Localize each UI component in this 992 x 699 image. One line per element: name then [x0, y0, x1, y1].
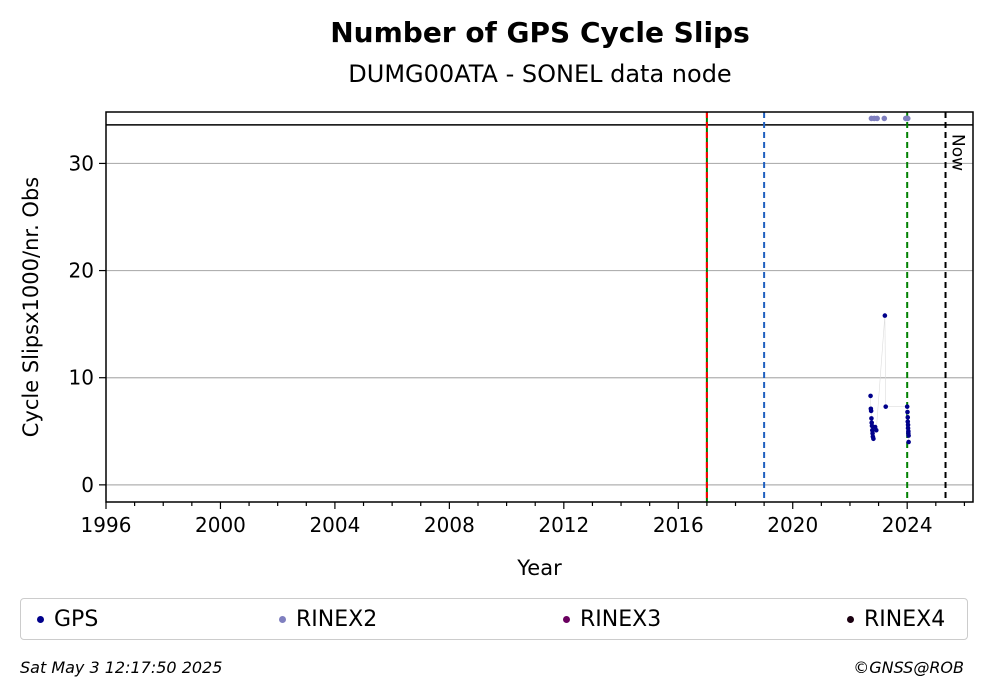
- data-point-rinex2: [881, 115, 888, 122]
- x-tick-label: 2004: [309, 513, 360, 537]
- x-tick-label: 1996: [81, 513, 132, 537]
- legend-item-rinex4: RINEX4: [847, 607, 945, 632]
- footer-copyright: ©GNSS@ROB: [853, 658, 964, 677]
- y-tick-label: 20: [69, 259, 94, 283]
- data-point-gps: [905, 422, 911, 428]
- plot-frame: [105, 111, 974, 503]
- y-axis-label: Cycle Slipsx1000/nr. Obs: [19, 177, 43, 437]
- legend-label-gps: GPS: [54, 607, 99, 632]
- data-point-gps: [869, 416, 874, 421]
- legend-label-rinex3: RINEX3: [580, 607, 662, 632]
- x-axis-label: Year: [516, 556, 562, 580]
- legend-marker-gps: [37, 616, 44, 623]
- data-point-gps: [906, 439, 911, 445]
- data-point-gps: [882, 313, 888, 318]
- legend-marker-rinex2: [279, 616, 286, 623]
- data-point-gps: [905, 415, 911, 420]
- data-point-gps: [871, 436, 876, 442]
- x-tick-label: 2020: [767, 513, 818, 537]
- gps-connector-line: [870, 315, 909, 442]
- legend-item-rinex3: RINEX3: [563, 607, 661, 632]
- chart-title: Number of GPS Cycle Slips: [330, 16, 750, 49]
- legend-label-rinex2: RINEX2: [296, 607, 378, 632]
- data-point-rinex2: [904, 115, 911, 122]
- x-tick-label: 2012: [538, 513, 589, 537]
- data-point-gps: [906, 433, 911, 438]
- y-tick-label: 30: [69, 151, 94, 175]
- legend-item-gps: GPS: [37, 607, 98, 632]
- data-point-gps: [904, 404, 910, 409]
- x-tick-label: 2008: [424, 513, 475, 537]
- data-point-gps: [868, 408, 874, 414]
- y-tick-label: 0: [81, 473, 94, 497]
- legend: GPS RINEX2 RINEX3 RINEX4: [20, 598, 968, 640]
- footer-timestamp: Sat May 3 12:17:50 2025: [20, 658, 223, 677]
- x-tick-label: 2024: [882, 513, 933, 537]
- data-point-gps: [905, 409, 910, 415]
- data-point-rinex2: [874, 115, 880, 122]
- data-point-gps: [883, 404, 889, 409]
- legend-item-rinex2: RINEX2: [279, 607, 377, 632]
- now-label: Now: [948, 134, 968, 171]
- data-point-gps: [873, 427, 879, 433]
- legend-marker-rinex4: [847, 616, 854, 623]
- cycle-slips-chart: Now 1996 2000 2004 2008 2012 2016 2020 2024 0 10 20…: [19, 111, 974, 580]
- chart-subtitle: DUMG00ATA - SONEL data node: [348, 60, 732, 88]
- x-tick-label: 2016: [653, 513, 704, 537]
- y-tick-label: 10: [69, 366, 94, 390]
- legend-marker-rinex3: [563, 616, 570, 623]
- legend-label-rinex4: RINEX4: [864, 607, 946, 632]
- data-point-gps: [868, 393, 873, 399]
- x-tick-label: 2000: [195, 513, 246, 537]
